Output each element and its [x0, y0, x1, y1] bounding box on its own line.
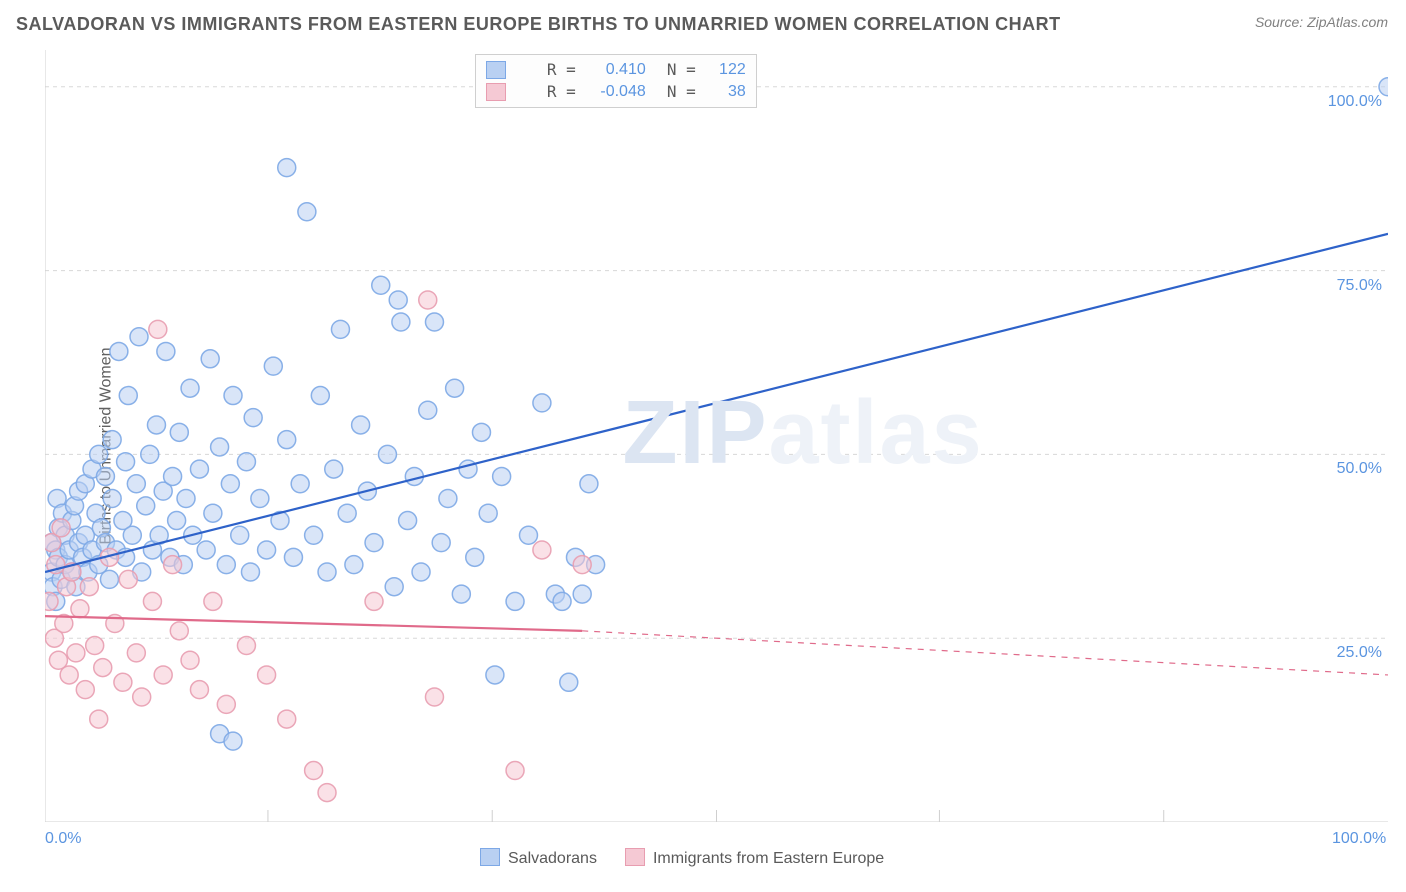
correlation-legend: R =0.410N =122R =-0.048N =38 [475, 54, 757, 108]
scatter-svg [45, 50, 1388, 822]
chart-container: { "title": "SALVADORAN VS IMMIGRANTS FRO… [0, 0, 1406, 892]
y-tick-label: 50.0% [1337, 460, 1382, 478]
x-tick-label: 0.0% [45, 830, 81, 848]
y-tick-label: 25.0% [1337, 644, 1382, 662]
plot-area: ZIPatlas R =0.410N =122R =-0.048N =38 25… [45, 50, 1388, 822]
legend-item: Salvadorans [480, 848, 597, 868]
y-tick-label: 75.0% [1337, 277, 1382, 295]
legend-row: R =-0.048N =38 [486, 81, 746, 103]
x-tick-label: 100.0% [1332, 830, 1386, 848]
chart-title: SALVADORAN VS IMMIGRANTS FROM EASTERN EU… [16, 14, 1061, 35]
legend-row: R =0.410N =122 [486, 59, 746, 81]
y-tick-label: 100.0% [1328, 93, 1382, 111]
series-legend: Salvadorans Immigrants from Eastern Europ… [480, 848, 884, 868]
source-label: Source: ZipAtlas.com [1255, 14, 1388, 30]
legend-item: Immigrants from Eastern Europe [625, 848, 884, 868]
